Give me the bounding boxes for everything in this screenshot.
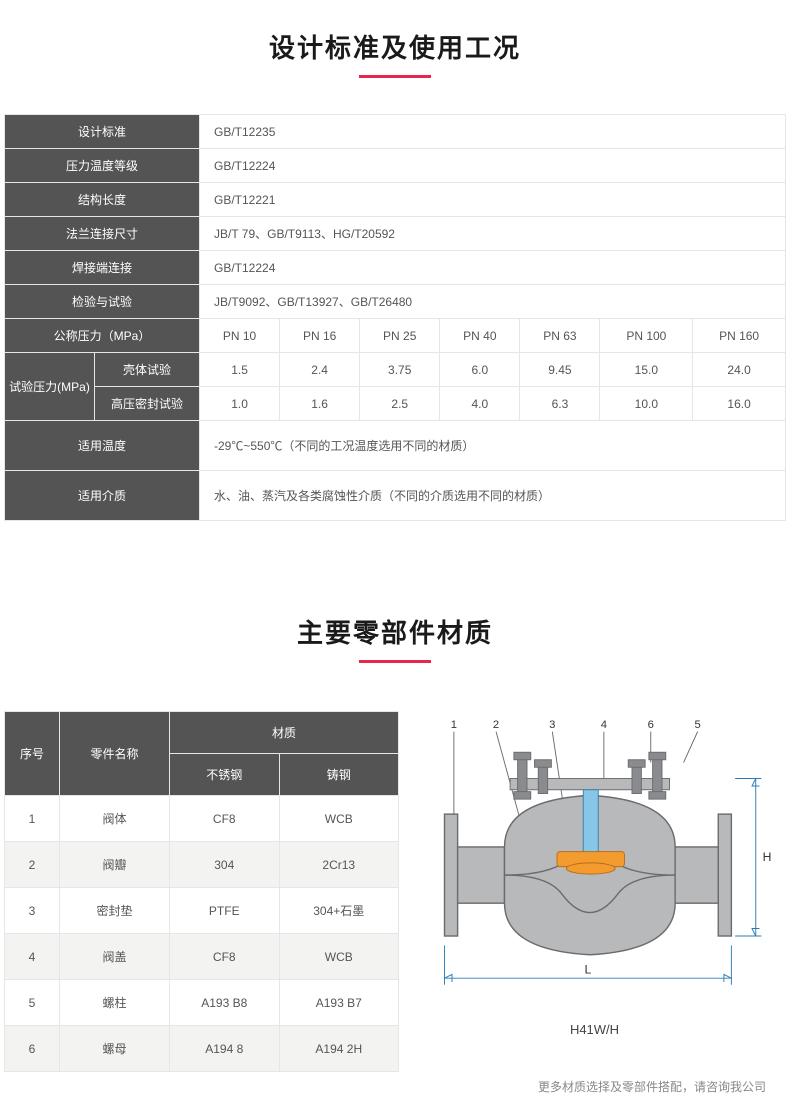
row-value: JB/T 79、GB/T9113、HG/T20592 [200, 217, 786, 251]
mat-header-part: 零件名称 [60, 712, 170, 796]
row-value: GB/T12224 [200, 251, 786, 285]
mat-ss: A194 8 [170, 1026, 280, 1072]
pn-label: PN 10 [200, 319, 280, 353]
mat-ss: PTFE [170, 888, 280, 934]
valve-diagram: 1 2 3 4 6 5 [409, 711, 780, 1011]
test-val: 2.5 [360, 387, 440, 421]
row-value: GB/T12221 [200, 183, 786, 217]
pn-label: PN 160 [693, 319, 786, 353]
callout-num: 3 [549, 719, 555, 731]
test-val: 6.0 [440, 353, 520, 387]
mat-name: 螺柱 [60, 980, 170, 1026]
row-label: 压力温度等级 [5, 149, 200, 183]
mat-ss: CF8 [170, 934, 280, 980]
test-val: 1.6 [280, 387, 360, 421]
material-note: 更多材质选择及零部件搭配，请咨询我公司 [0, 1072, 790, 1095]
pn-label: PN 63 [520, 319, 600, 353]
mat-no: 4 [5, 934, 60, 980]
mat-header-mat: 材质 [170, 712, 399, 754]
design-standard-table: 设计标准 GB/T12235 压力温度等级 GB/T12224 结构长度 GB/… [4, 114, 786, 521]
test-val: 2.4 [280, 353, 360, 387]
pressure-header: 公称压力（MPa） [5, 319, 200, 353]
media-value: 水、油、蒸汽及各类腐蚀性介质（不同的介质选用不同的材质） [200, 471, 786, 521]
mat-cs: A194 2H [279, 1026, 398, 1072]
callout-num: 4 [601, 719, 607, 731]
mat-name: 阀盖 [60, 934, 170, 980]
temp-label: 适用温度 [5, 421, 200, 471]
dim-H: H [763, 850, 772, 864]
mat-header-cs: 铸钢 [279, 754, 398, 796]
section2-title: 主要零部件材质 [0, 585, 790, 650]
mat-name: 阀瓣 [60, 842, 170, 888]
test-val: 1.5 [200, 353, 280, 387]
mat-no: 6 [5, 1026, 60, 1072]
mat-no: 3 [5, 888, 60, 934]
mat-cs: 304+石墨 [279, 888, 398, 934]
mat-cs: WCB [279, 934, 398, 980]
mat-ss: A193 B8 [170, 980, 280, 1026]
row-value: GB/T12224 [200, 149, 786, 183]
media-label: 适用介质 [5, 471, 200, 521]
mat-cs: 2Cr13 [279, 842, 398, 888]
mat-name: 阀体 [60, 796, 170, 842]
mat-cs: A193 B7 [279, 980, 398, 1026]
test-val: 6.3 [520, 387, 600, 421]
test-val: 1.0 [200, 387, 280, 421]
pn-label: PN 40 [440, 319, 520, 353]
pn-label: PN 16 [280, 319, 360, 353]
callout-num: 1 [451, 719, 457, 731]
row-label: 设计标准 [5, 115, 200, 149]
test-group-label: 试验压力(MPa) [5, 353, 95, 421]
section1-title: 设计标准及使用工况 [0, 0, 790, 65]
mat-header-ss: 不锈钢 [170, 754, 280, 796]
test-val: 4.0 [440, 387, 520, 421]
test-val: 16.0 [693, 387, 786, 421]
test-val: 9.45 [520, 353, 600, 387]
mat-header-no: 序号 [5, 712, 60, 796]
pn-label: PN 100 [600, 319, 693, 353]
dim-L: L [585, 963, 592, 977]
material-table: 序号 零件名称 材质 不锈钢 铸钢 1阀体CF8WCB 2阀瓣3042Cr13 … [4, 711, 399, 1072]
diagram-model-label: H41W/H [409, 1022, 780, 1037]
test-val: 10.0 [600, 387, 693, 421]
test-val: 3.75 [360, 353, 440, 387]
callout-num: 6 [648, 719, 654, 731]
row-label: 结构长度 [5, 183, 200, 217]
mat-no: 2 [5, 842, 60, 888]
temp-value: -29℃~550℃（不同的工况温度选用不同的材质） [200, 421, 786, 471]
row-value: JB/T9092、GB/T13927、GB/T26480 [200, 285, 786, 319]
row-label: 检验与试验 [5, 285, 200, 319]
mat-no: 5 [5, 980, 60, 1026]
test-row-label: 壳体试验 [95, 353, 200, 387]
row-label: 焊接端连接 [5, 251, 200, 285]
test-row-label: 高压密封试验 [95, 387, 200, 421]
mat-name: 密封垫 [60, 888, 170, 934]
test-val: 24.0 [693, 353, 786, 387]
mat-name: 螺母 [60, 1026, 170, 1072]
mat-no: 1 [5, 796, 60, 842]
test-val: 15.0 [600, 353, 693, 387]
mat-ss: CF8 [170, 796, 280, 842]
mat-ss: 304 [170, 842, 280, 888]
pn-label: PN 25 [360, 319, 440, 353]
row-label: 法兰连接尺寸 [5, 217, 200, 251]
callout-num: 2 [493, 719, 499, 731]
mat-cs: WCB [279, 796, 398, 842]
row-value: GB/T12235 [200, 115, 786, 149]
callout-num: 5 [694, 719, 700, 731]
